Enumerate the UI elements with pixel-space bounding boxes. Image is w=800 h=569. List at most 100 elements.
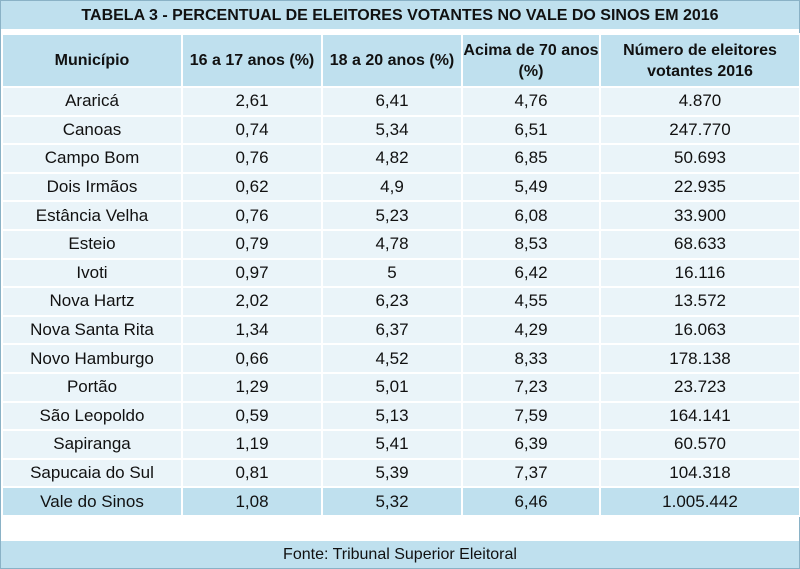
value-cell: 5 (321, 257, 463, 289)
value-cell: 8,53 (461, 228, 601, 260)
value-cell: 5,23 (321, 200, 463, 231)
municipality-cell: Portão (1, 371, 183, 403)
table-row: Campo Bom 0,76 4,82 6,85 50.693 (1, 143, 800, 174)
value-cell: 60.570 (599, 429, 800, 460)
value-cell: 22.935 (599, 171, 800, 203)
value-cell: 1,29 (181, 371, 323, 403)
table-row: Esteio 0,79 4,78 8,53 68.633 (1, 228, 800, 260)
value-cell: 4,82 (321, 143, 463, 174)
value-cell: 6,37 (321, 314, 463, 346)
municipality-cell: São Leopoldo (1, 400, 183, 432)
value-cell: 0,66 (181, 343, 323, 374)
value-cell: 104.318 (599, 457, 800, 489)
table-row: Araricá 2,61 6,41 4,76 4.870 (1, 86, 800, 117)
value-cell: 0,97 (181, 257, 323, 289)
total-row: Vale do Sinos 1,08 5,32 6,46 1.005.442 (1, 486, 800, 517)
column-header: 16 a 17 anos (%) (181, 33, 323, 88)
municipality-cell: Nova Santa Rita (1, 314, 183, 346)
value-cell: 6,85 (461, 143, 601, 174)
source-note: Fonte: Tribunal Superior Eleitoral (1, 539, 799, 568)
table-body: Araricá 2,61 6,41 4,76 4.870 Canoas 0,74 5,34 6,… (1, 86, 800, 517)
value-cell: 6,46 (461, 486, 601, 517)
value-cell: 13.572 (599, 286, 800, 317)
municipality-cell: Araricá (1, 86, 183, 117)
value-cell: 8,33 (461, 343, 601, 374)
value-cell: 5,39 (321, 457, 463, 489)
value-cell: 4,78 (321, 228, 463, 260)
value-cell: 4,29 (461, 314, 601, 346)
municipality-cell: Dois Irmãos (1, 171, 183, 203)
value-cell: 0,76 (181, 200, 323, 231)
municipality-cell: Sapiranga (1, 429, 183, 460)
value-cell: 5,13 (321, 400, 463, 432)
value-cell: 50.693 (599, 143, 800, 174)
table-row: Nova Hartz 2,02 6,23 4,55 13.572 (1, 286, 800, 317)
value-cell: 6,39 (461, 429, 601, 460)
value-cell: 0,76 (181, 143, 323, 174)
municipality-cell: Canoas (1, 114, 183, 146)
column-header: Município (1, 33, 183, 88)
municipality-cell: Novo Hamburgo (1, 343, 183, 374)
value-cell: 1.005.442 (599, 486, 800, 517)
value-cell: 33.900 (599, 200, 800, 231)
value-cell: 0,59 (181, 400, 323, 432)
table-row: Estância Velha 0,76 5,23 6,08 33.900 (1, 200, 800, 231)
table-row: Canoas 0,74 5,34 6,51 247.770 (1, 114, 800, 146)
value-cell: 5,49 (461, 171, 601, 203)
value-cell: 68.633 (599, 228, 800, 260)
value-cell: 5,41 (321, 429, 463, 460)
value-cell: 1,34 (181, 314, 323, 346)
table-row: São Leopoldo 0,59 5,13 7,59 164.141 (1, 400, 800, 432)
value-cell: 16.063 (599, 314, 800, 346)
value-cell: 4,9 (321, 171, 463, 203)
municipality-cell: Campo Bom (1, 143, 183, 174)
value-cell: 6,51 (461, 114, 601, 146)
value-cell: 1,08 (181, 486, 323, 517)
value-cell: 0,62 (181, 171, 323, 203)
table-row: Nova Santa Rita 1,34 6,37 4,29 16.063 (1, 314, 800, 346)
value-cell: 5,34 (321, 114, 463, 146)
value-cell: 16.116 (599, 257, 800, 289)
table-row: Portão 1,29 5,01 7,23 23.723 (1, 371, 800, 403)
value-cell: 6,08 (461, 200, 601, 231)
table-row: Dois Irmãos 0,62 4,9 5,49 22.935 (1, 171, 800, 203)
municipality-cell: Nova Hartz (1, 286, 183, 317)
value-cell: 178.138 (599, 343, 800, 374)
value-cell: 0,79 (181, 228, 323, 260)
value-cell: 0,81 (181, 457, 323, 489)
value-cell: 4,52 (321, 343, 463, 374)
municipality-cell: Ivoti (1, 257, 183, 289)
table-row: Ivoti 0,97 5 6,42 16.116 (1, 257, 800, 289)
value-cell: 5,32 (321, 486, 463, 517)
value-cell: 6,42 (461, 257, 601, 289)
value-cell: 1,19 (181, 429, 323, 460)
value-cell: 5,01 (321, 371, 463, 403)
table-row: Novo Hamburgo 0,66 4,52 8,33 178.138 (1, 343, 800, 374)
column-header: Acima de 70 anos (%) (461, 33, 601, 88)
value-cell: 164.141 (599, 400, 800, 432)
value-cell: 2,61 (181, 86, 323, 117)
value-cell: 23.723 (599, 371, 800, 403)
value-cell: 6,41 (321, 86, 463, 117)
data-table: Município 16 a 17 anos (%) 18 a 20 anos … (1, 33, 800, 517)
value-cell: 6,23 (321, 286, 463, 317)
value-cell: 4,55 (461, 286, 601, 317)
value-cell: 4,76 (461, 86, 601, 117)
value-cell: 247.770 (599, 114, 800, 146)
value-cell: 7,23 (461, 371, 601, 403)
table-title: TABELA 3 - PERCENTUAL DE ELEITORES VOTAN… (1, 1, 799, 31)
value-cell: 0,74 (181, 114, 323, 146)
municipality-cell: Estância Velha (1, 200, 183, 231)
value-cell: 7,59 (461, 400, 601, 432)
value-cell: 4.870 (599, 86, 800, 117)
value-cell: 7,37 (461, 457, 601, 489)
header-row: Município 16 a 17 anos (%) 18 a 20 anos … (1, 33, 800, 88)
value-cell: 2,02 (181, 286, 323, 317)
municipality-cell: Sapucaia do Sul (1, 457, 183, 489)
table-row: Sapucaia do Sul 0,81 5,39 7,37 104.318 (1, 457, 800, 489)
municipality-cell: Esteio (1, 228, 183, 260)
table-row: Sapiranga 1,19 5,41 6,39 60.570 (1, 429, 800, 460)
column-header: 18 a 20 anos (%) (321, 33, 463, 88)
municipality-cell: Vale do Sinos (1, 486, 183, 517)
